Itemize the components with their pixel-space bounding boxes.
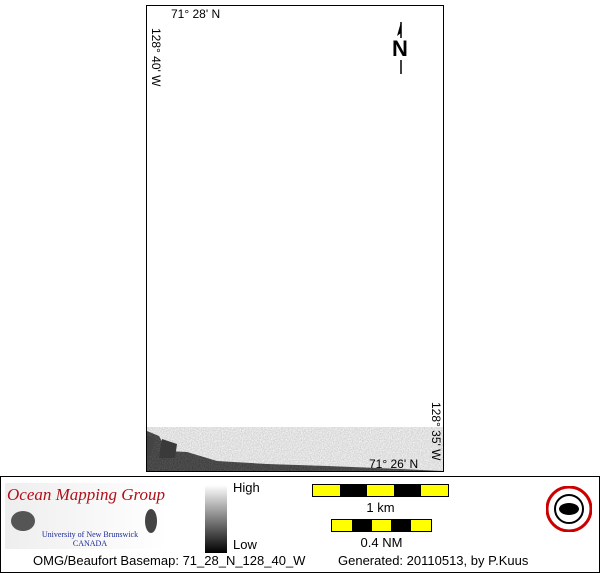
bathymetry-data: [147, 431, 443, 471]
high-label: High: [233, 480, 260, 495]
top-latitude-label: 71° 28' N: [171, 7, 221, 21]
legend-panel: Ocean Mapping Group University of New Br…: [0, 476, 600, 573]
map-frame: 71° 28' N 71° 26' N 128° 40' W 128° 35' …: [146, 5, 444, 472]
logo-title: Ocean Mapping Group: [7, 485, 166, 504]
unb-seal-icon: [545, 485, 593, 533]
left-longitude-label: 128° 40' W: [149, 28, 163, 87]
logo-line2: CANADA: [72, 539, 108, 548]
low-label: Low: [233, 537, 257, 552]
basemap-label: OMG/Beaufort Basemap: 71_28_N_128_40_W: [33, 553, 306, 568]
scale-bar-nm: [331, 519, 432, 532]
scale-bar-km: [312, 484, 449, 497]
north-label: N: [392, 36, 408, 61]
intensity-colorbar: [205, 485, 227, 553]
scale-km-label: 1 km: [366, 500, 395, 515]
generated-label: Generated: 20110513, by P.Kuus: [338, 553, 529, 568]
right-longitude-label: 128° 35' W: [429, 402, 443, 461]
logo-image: [11, 511, 35, 531]
bottom-latitude-label: 71° 26' N: [369, 457, 419, 471]
logo-line1: University of New Brunswick: [41, 530, 139, 539]
scale-nm-label: 0.4 NM: [360, 535, 403, 550]
north-arrow-icon: N: [391, 20, 411, 76]
omg-logo: Ocean Mapping Group University of New Br…: [5, 483, 167, 549]
